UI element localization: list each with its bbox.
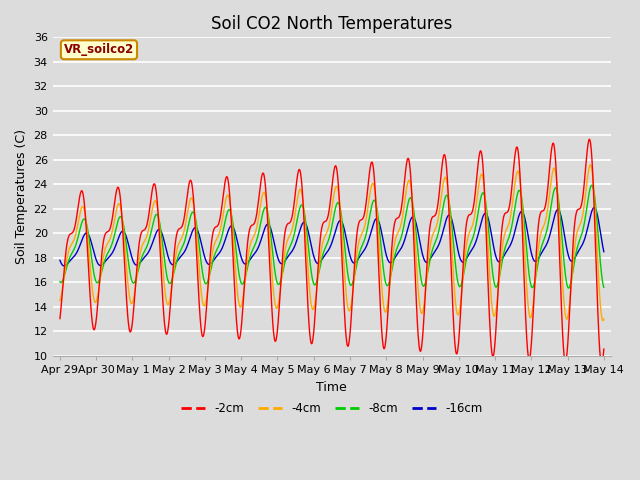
Y-axis label: Soil Temperatures (C): Soil Temperatures (C) [15, 129, 28, 264]
Legend: -2cm, -4cm, -8cm, -16cm: -2cm, -4cm, -8cm, -16cm [177, 398, 487, 420]
X-axis label: Time: Time [317, 381, 348, 394]
Text: VR_soilco2: VR_soilco2 [64, 43, 134, 56]
Title: Soil CO2 North Temperatures: Soil CO2 North Temperatures [211, 15, 452, 33]
